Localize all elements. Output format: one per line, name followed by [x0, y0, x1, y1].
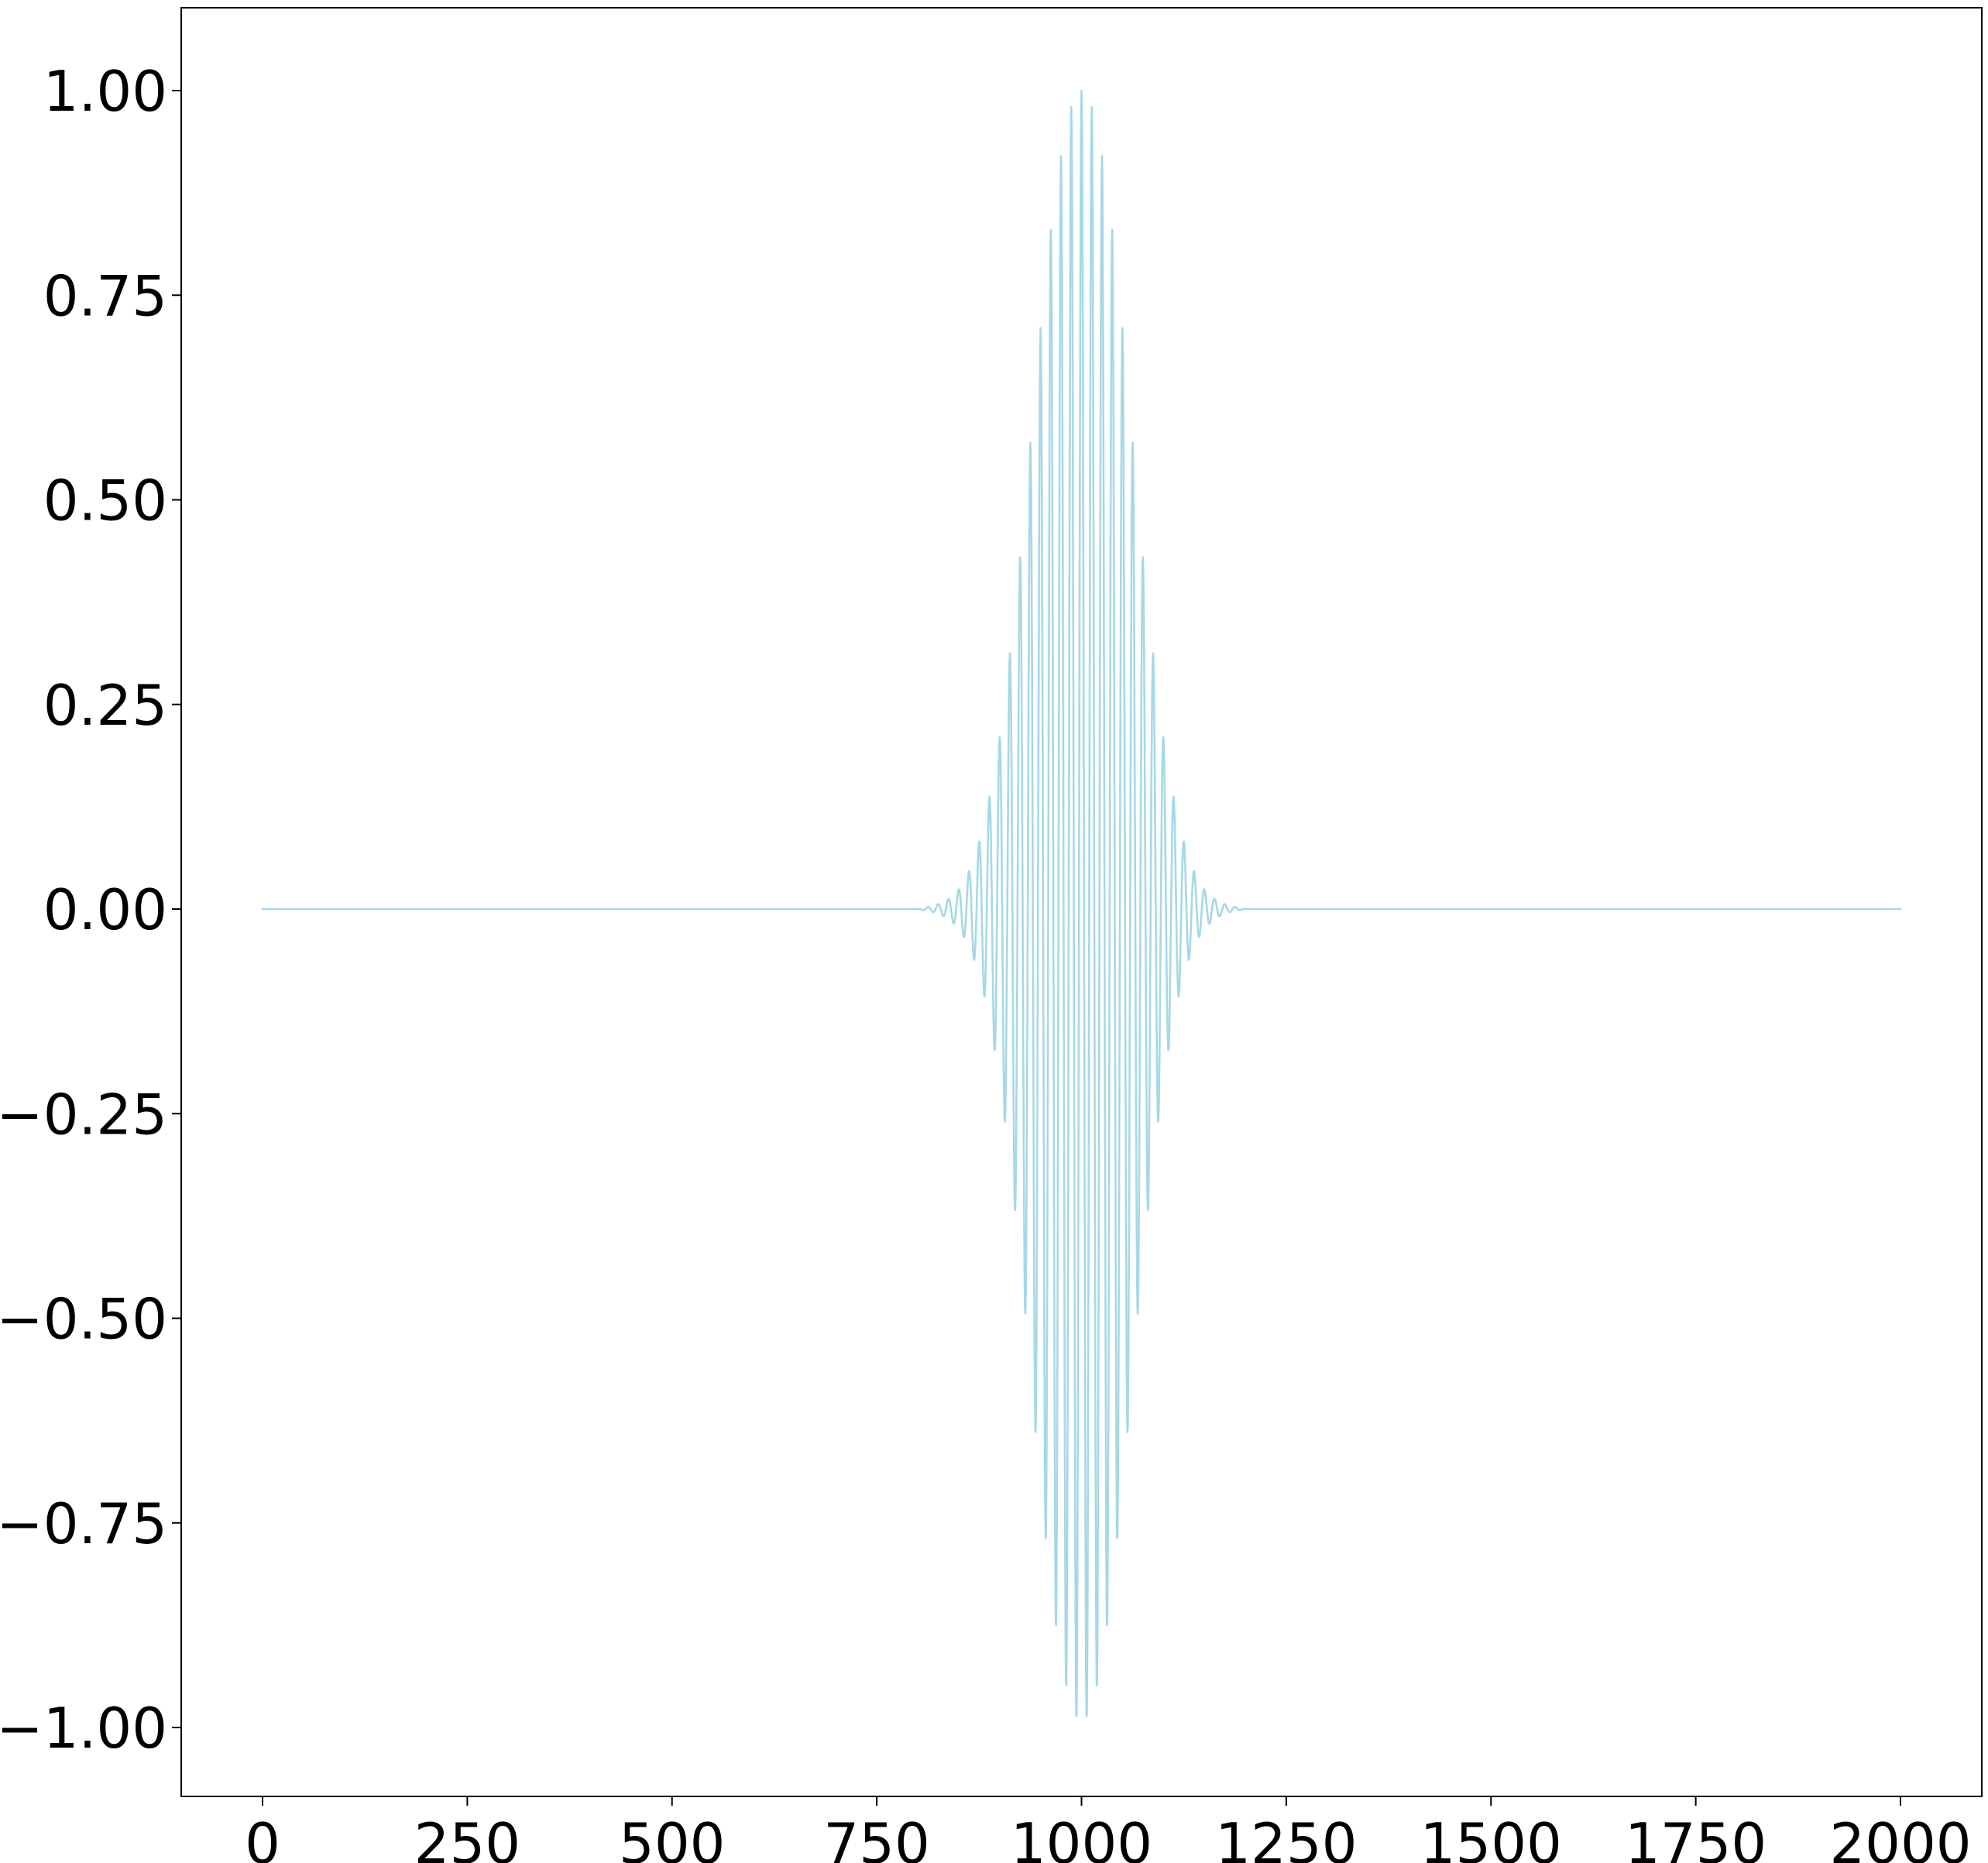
y-tick-label: −0.50	[0, 1287, 167, 1352]
y-tick-label: −0.25	[0, 1082, 167, 1147]
y-axis: 1.00 0.75 0.50 0.25 0.00 −0.25 −0.50 −0.75 −1.00	[0, 59, 181, 1761]
y-tick-label: 0.75	[43, 263, 167, 328]
axes-frame	[180, 7, 1983, 1797]
series-line-0	[261, 89, 1902, 1717]
y-tick-label: 0.00	[43, 877, 167, 942]
x-tick-label: 2000	[1829, 1811, 1971, 1863]
y-tick-label: −0.75	[0, 1491, 167, 1556]
x-axis: 0 250 500 750 1000 1250 1500 1750 2000	[245, 1796, 1972, 1863]
x-tick-label: 500	[619, 1811, 725, 1863]
x-tick-label: 0	[245, 1811, 280, 1863]
x-tick-label: 250	[414, 1811, 520, 1863]
x-tick-label: 1000	[1011, 1811, 1152, 1863]
x-tick-label: 1750	[1625, 1811, 1767, 1863]
x-tick-label: 1250	[1215, 1811, 1357, 1863]
x-tick-label: 1500	[1420, 1811, 1562, 1863]
y-tick-label: −1.00	[0, 1696, 167, 1761]
y-tick-label: 1.00	[43, 59, 167, 124]
y-tick-label: 0.25	[43, 673, 167, 738]
x-tick-label: 750	[823, 1811, 929, 1863]
y-tick-label: 0.50	[43, 468, 167, 534]
plot-area	[261, 89, 1902, 1717]
